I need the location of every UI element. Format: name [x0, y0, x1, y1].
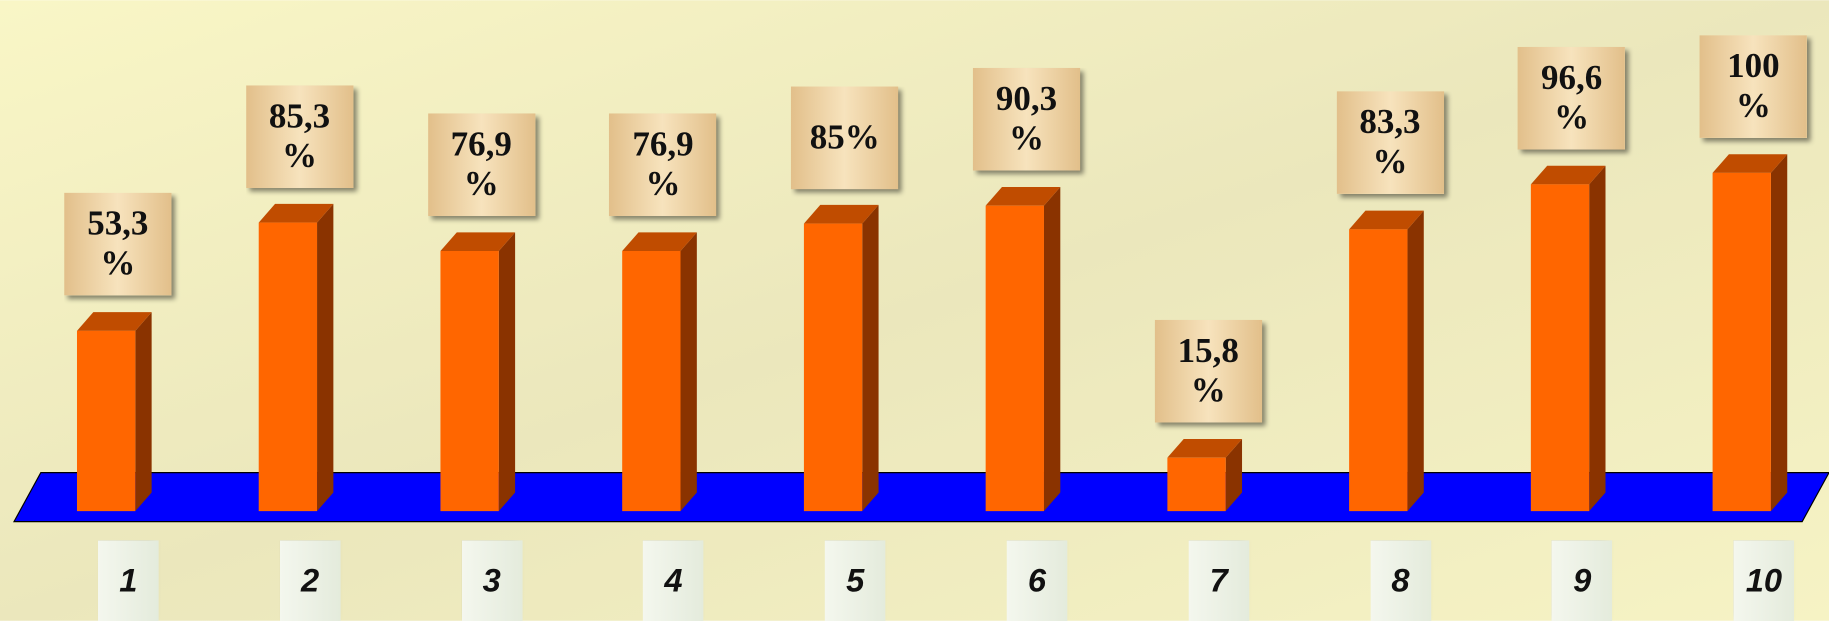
value-label-box: 76,9 %	[427, 113, 535, 216]
value-label-box: 15,8 %	[1154, 320, 1262, 423]
x-tick-label-box: 8	[1370, 540, 1431, 621]
bar-front	[1530, 184, 1590, 512]
bar-top	[985, 187, 1061, 206]
value-label: 76,9 %	[427, 113, 535, 216]
bar-top	[258, 203, 334, 223]
bar-top	[1530, 165, 1606, 185]
x-tick-label-box: 10	[1733, 540, 1795, 621]
bar-top	[1349, 210, 1424, 230]
bar	[1167, 439, 1243, 512]
bar-top	[440, 232, 516, 251]
x-tick-label: 8	[1370, 540, 1431, 621]
bar-top	[803, 204, 879, 224]
bar-side	[1770, 154, 1788, 512]
bar	[258, 203, 334, 512]
x-tick-label-box: 1	[97, 540, 159, 621]
bar-front	[1167, 457, 1226, 512]
x-tick-label: 10	[1733, 540, 1795, 621]
bar	[440, 232, 516, 512]
bar-top	[1712, 154, 1788, 173]
value-label: 90,3 %	[972, 68, 1081, 171]
bar-top	[76, 312, 152, 331]
x-tick-label: 4	[643, 540, 704, 621]
bar	[1530, 165, 1606, 512]
bar-side	[1225, 439, 1243, 512]
value-label: 96,6 %	[1518, 46, 1626, 150]
bar-front	[76, 330, 136, 512]
x-tick-label: 6	[1006, 540, 1068, 621]
value-label-box: 83,3 %	[1336, 91, 1444, 195]
value-label: 85%	[791, 85, 899, 189]
bar-front	[258, 222, 318, 512]
value-label-box: 90,3 %	[972, 68, 1081, 171]
bar-top	[622, 232, 697, 251]
x-tick-label: 2	[279, 540, 341, 621]
value-label: 100 %	[1699, 35, 1808, 138]
bar-side	[317, 203, 334, 512]
bar-side	[1407, 210, 1424, 512]
bar-side	[135, 312, 152, 512]
bar-front	[622, 250, 681, 512]
value-label-box: 53,3 %	[64, 193, 172, 296]
x-tick-label: 7	[1188, 540, 1250, 621]
value-label: 85,3 %	[245, 84, 354, 188]
value-label-box: 85,3 %	[245, 84, 354, 188]
bar	[1712, 154, 1788, 512]
value-label: 76,9 %	[609, 113, 717, 216]
x-tick-label: 9	[1551, 540, 1613, 621]
value-label-box: 100 %	[1699, 35, 1808, 138]
value-label: 83,3 %	[1336, 91, 1444, 195]
bar-front	[985, 205, 1044, 512]
bar-top	[1167, 439, 1243, 458]
bar	[76, 312, 152, 512]
x-tick-label-box: 2	[279, 540, 341, 621]
bar	[985, 187, 1061, 512]
value-label-box: 85%	[791, 85, 899, 189]
value-label-box: 76,9 %	[609, 113, 717, 216]
x-tick-label-box: 3	[461, 540, 523, 621]
bar-front	[1712, 172, 1771, 512]
bar-side	[862, 204, 879, 512]
bar-front	[803, 223, 863, 512]
bar-side	[498, 232, 516, 512]
value-label-box: 96,6 %	[1518, 46, 1626, 150]
bar-front	[1349, 229, 1408, 512]
x-tick-label-box: 5	[824, 540, 886, 621]
x-tick-label: 3	[461, 540, 523, 621]
value-label: 53,3 %	[64, 193, 172, 296]
bar-front	[440, 250, 499, 512]
bar	[803, 204, 879, 512]
x-tick-label-box: 6	[1006, 540, 1068, 621]
x-tick-label-box: 7	[1188, 540, 1250, 621]
x-tick-label-box: 4	[643, 540, 704, 621]
bar	[622, 232, 697, 512]
x-tick-label-box: 9	[1551, 540, 1613, 621]
bar-side	[1043, 187, 1061, 512]
bar-side	[1589, 165, 1606, 512]
bar-side	[680, 232, 697, 512]
x-tick-label: 1	[97, 540, 159, 621]
bar	[1349, 210, 1424, 512]
x-tick-label: 5	[824, 540, 886, 621]
value-label: 15,8 %	[1154, 320, 1262, 423]
